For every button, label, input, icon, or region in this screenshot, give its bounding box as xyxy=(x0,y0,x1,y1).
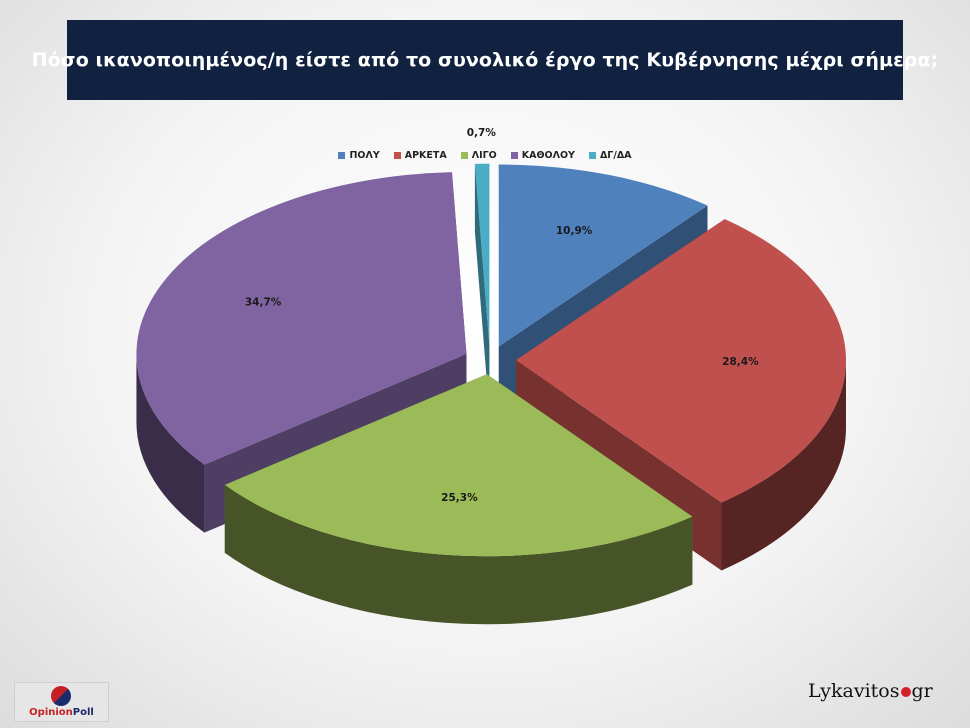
chart-legend: ΠΟΛΥ ΑΡΚΕΤΑ ΛΙΓΟ ΚΑΘΟΛΟΥ ΔΓ/ΔΑ xyxy=(0,150,970,161)
legend-swatch-1 xyxy=(393,152,401,159)
slice-label-2: 25,3% xyxy=(441,492,478,504)
slice-1 xyxy=(515,219,846,503)
chart-title: Πόσο ικανοποιημένος/η είστε από το συνολ… xyxy=(31,49,939,71)
legend-swatch-3 xyxy=(510,152,518,159)
slice-side-2 xyxy=(224,484,693,625)
slice-label-4: 0,7% xyxy=(467,127,497,139)
slice-4 xyxy=(474,163,490,346)
legend-item-3: ΚΑΘΟΛΟΥ xyxy=(510,150,575,161)
slice-label-3: 34,7% xyxy=(245,297,282,309)
legend-label-3: ΚΑΘΟΛΟΥ xyxy=(521,150,575,161)
opinionpoll-logo: OpinionPoll xyxy=(14,682,109,722)
slice-side-3 xyxy=(136,353,205,533)
slice-side-1 xyxy=(721,360,846,571)
slice-0 xyxy=(498,164,708,347)
title-bar: Πόσο ικανοποιημένος/η είστε από το συνολ… xyxy=(32,20,938,100)
legend-item-4: ΔΓ/ΔΑ xyxy=(588,150,632,161)
legend-item-1: ΑΡΚΕΤΑ xyxy=(393,150,447,161)
slice-label-0: 10,9% xyxy=(556,225,593,237)
slice-wall-4-0 xyxy=(474,163,490,414)
pie-labels: 10,9% 28,4% 25,3% 34,7% 0,7% xyxy=(245,127,759,504)
slice-label-1: 28,4% xyxy=(722,356,759,368)
legend-item-2: ΛΙΓΟ xyxy=(460,150,497,161)
legend-swatch-4 xyxy=(588,152,596,159)
legend-label-1: ΑΡΚΕΤΑ xyxy=(404,150,447,161)
legend-label-0: ΠΟΛΥ xyxy=(349,150,380,161)
slice-3 xyxy=(136,172,467,465)
opinionpoll-logo-icon xyxy=(51,686,71,706)
legend-swatch-2 xyxy=(460,152,468,159)
legend-swatch-0 xyxy=(338,152,346,159)
legend-label-4: ΔΓ/ΔΑ xyxy=(599,150,632,161)
slice-2 xyxy=(224,374,693,557)
opinionpoll-logo-text: OpinionPoll xyxy=(29,707,94,718)
lykavitos-logo-dot-icon xyxy=(900,687,911,697)
lykavitos-logo: Lykavitos gr xyxy=(808,680,933,702)
legend-label-2: ΛΙΓΟ xyxy=(471,150,497,161)
pie-tops xyxy=(136,163,846,557)
legend-item-0: ΠΟΛΥ xyxy=(338,150,380,161)
